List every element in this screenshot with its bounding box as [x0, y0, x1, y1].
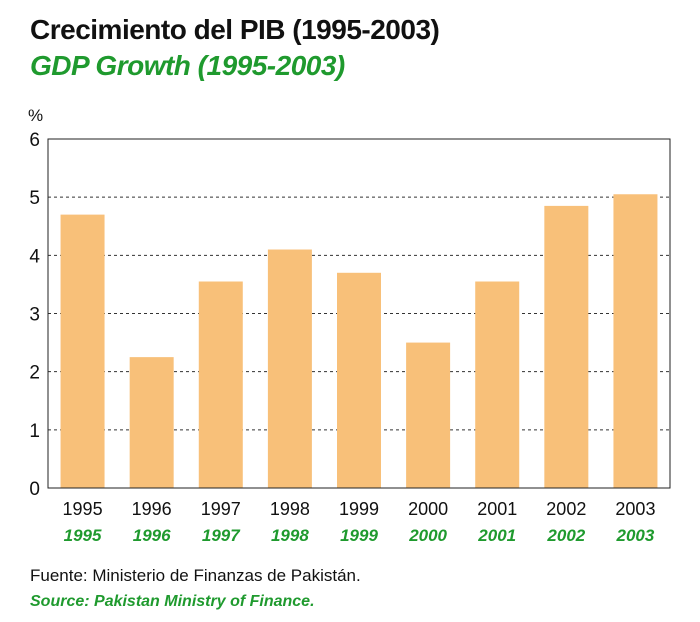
x-tick-label: 2003: [615, 499, 655, 519]
bar-2003: [613, 194, 658, 488]
y-tick-label: 3: [29, 305, 40, 326]
x-tick-label-en: 2000: [408, 526, 447, 545]
y-tick-label: 2: [29, 363, 40, 384]
y-axis-label: %: [28, 106, 43, 125]
x-tick-label-en: 1996: [133, 526, 171, 545]
x-tick-label-en: 2003: [616, 526, 655, 545]
bar-1999: [337, 272, 381, 488]
y-tick-label: 6: [29, 130, 40, 151]
y-tick-label: 5: [29, 188, 40, 209]
x-tick-label: 1996: [132, 499, 172, 519]
x-tick-label: 1995: [63, 499, 103, 519]
chart-subtitle: GDP Growth (1995-2003): [30, 50, 345, 81]
x-tick-label: 2001: [477, 499, 517, 519]
x-tick-label-en: 2002: [546, 526, 585, 545]
plot-frame: [47, 138, 671, 489]
x-tick-label: 2000: [408, 499, 448, 519]
bar-1998: [267, 249, 312, 488]
chart-title: Crecimiento del PIB (1995-2003): [30, 14, 440, 45]
source-note-en: Source: Pakistan Ministry of Finance.: [30, 593, 315, 610]
y-tick-label: 0: [29, 479, 40, 500]
bar-1997: [198, 281, 243, 488]
y-tick-label: 1: [29, 421, 40, 442]
bar-2001: [475, 281, 520, 488]
x-tick-label: 1999: [339, 499, 379, 519]
x-tick-label: 2002: [546, 499, 586, 519]
x-tick-label-en: 1999: [340, 526, 378, 545]
x-tick-label-en: 1997: [202, 526, 241, 545]
source-note-es: Fuente: Ministerio de Finanzas de Pakist…: [30, 566, 361, 585]
bar-2000: [406, 342, 451, 488]
x-tick-label: 1997: [201, 499, 241, 519]
bar-1996: [129, 357, 174, 488]
x-tick-label: 1998: [270, 499, 310, 519]
x-tick-label-en: 1998: [271, 526, 309, 545]
x-tick-label-en: 2001: [477, 526, 516, 545]
gdp-bar-chart: 0 1 2 3 4 5 6% 1995 1995 1996 1996 1997 1997 1998 1998…: [28, 106, 671, 545]
y-tick-label: 4: [29, 246, 40, 267]
bar-2002: [544, 205, 589, 488]
bar-1995: [60, 214, 105, 488]
x-tick-label-en: 1995: [64, 526, 102, 545]
